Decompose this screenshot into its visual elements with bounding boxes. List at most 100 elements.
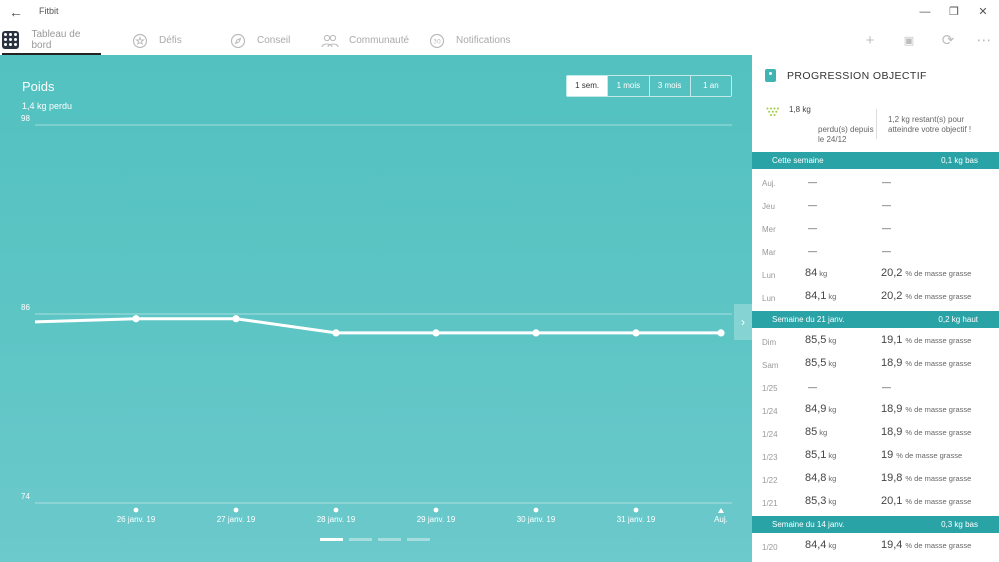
minimize-button[interactable]: — <box>919 6 931 18</box>
data-point <box>132 315 140 323</box>
log-day: 1/20 <box>762 543 778 552</box>
notifications-icon: 30 <box>428 32 446 50</box>
x-tick-marker <box>233 507 239 513</box>
close-button[interactable]: ✕ <box>978 6 988 18</box>
x-tick-label: 28 janv. 19 <box>317 515 356 524</box>
week-delta: 0,3 kg bas <box>941 520 978 529</box>
log-row[interactable]: 1/24 85 kg 18,9% de masse grasse <box>752 424 999 447</box>
range-3-months-button[interactable]: 3 mois <box>648 76 690 96</box>
log-body-fat: 18,9% de masse grasse <box>881 357 972 369</box>
down-trend-icon <box>766 107 779 116</box>
log-weight-empty: — <box>808 177 817 187</box>
log-day: 1/22 <box>762 476 778 485</box>
log-day: Lun <box>762 271 776 280</box>
maximize-button[interactable]: ❐ <box>949 6 959 18</box>
log-day: 1/21 <box>762 499 778 508</box>
log-row[interactable]: Mar — — <box>752 242 999 265</box>
log-body-fat: 18,9% de masse grasse <box>881 426 972 438</box>
log-row[interactable]: Auj. — — <box>752 173 999 196</box>
log-row[interactable]: Lun 84 kg 20,2% de masse grasse <box>752 265 999 288</box>
tab-dashboard[interactable]: Tableau de bord <box>2 26 101 55</box>
divider <box>876 109 877 139</box>
log-row[interactable]: 1/24 84,9 kg 18,9% de masse grasse <box>752 401 999 424</box>
tab-community[interactable]: Communauté <box>321 26 409 55</box>
people-icon <box>321 32 339 50</box>
sync-icon[interactable]: ⟳ <box>941 32 955 49</box>
log-weight: 84,9 kg <box>805 403 837 415</box>
page-dot[interactable] <box>378 538 401 541</box>
log-row[interactable]: Jeu — — <box>752 196 999 219</box>
x-tick-label: 29 janv. 19 <box>417 515 456 524</box>
star-badge-icon <box>131 32 149 50</box>
range-1-year-button[interactable]: 1 an <box>689 76 731 96</box>
log-day: Jeu <box>762 202 775 211</box>
goal-scale-icon <box>765 69 776 82</box>
x-tick-label: 31 janv. 19 <box>617 515 656 524</box>
log-body-fat: 19,8% de masse grasse <box>881 472 972 484</box>
log-body-fat-empty: — <box>882 223 891 233</box>
y-tick-label: 74 <box>21 492 30 501</box>
more-options-icon[interactable]: ⋯ <box>976 32 992 49</box>
goal-progress-panel: PROGRESSION OBJECTIF 1,8 kg perdu(s) dep… <box>752 55 999 562</box>
log-row[interactable]: Sam 85,5 kg 18,9% de masse grasse <box>752 355 999 378</box>
log-body-fat: 19% de masse grasse <box>881 449 963 461</box>
log-row[interactable]: Lun 84,1 kg 20,2% de masse grasse <box>752 288 999 311</box>
log-body-fat: 19,4% de masse grasse <box>881 539 972 551</box>
log-day: Auj. <box>762 179 776 188</box>
log-weight-empty: — <box>808 382 817 392</box>
log-body-fat: 20,2% de masse grasse <box>881 290 972 302</box>
tab-label: Défis <box>159 35 182 46</box>
log-weight: 85,3 kg <box>805 495 837 507</box>
week-delta: 0,1 kg bas <box>941 156 978 165</box>
log-body-fat: 18,9% de masse grasse <box>881 403 972 415</box>
log-row[interactable]: 1/23 85,1 kg 19% de masse grasse <box>752 447 999 470</box>
tab-label: Conseil <box>257 35 291 46</box>
range-1-week-button[interactable]: 1 sem. <box>567 76 608 96</box>
log-body-fat: 20,2% de masse grasse <box>881 267 972 279</box>
title-bar: ← Fitbit — ❐ ✕ <box>0 0 999 26</box>
chevron-right-icon[interactable]: › <box>734 304 752 340</box>
log-day: 1/25 <box>762 384 778 393</box>
log-day: Sam <box>762 361 779 370</box>
x-tick-marker <box>633 507 639 513</box>
range-selector: 1 sem. 1 mois 3 mois 1 an <box>566 75 732 97</box>
log-row[interactable]: 1/25 — — <box>752 378 999 401</box>
log-row[interactable]: Mer — — <box>752 219 999 242</box>
tab-guidance[interactable]: Conseil <box>229 26 290 55</box>
app-title: Fitbit <box>39 6 59 16</box>
tab-notifications[interactable]: 30 Notifications <box>428 26 510 55</box>
x-tick-marker <box>333 507 339 513</box>
data-point <box>332 329 340 337</box>
log-day: Mar <box>762 248 776 257</box>
page-dot[interactable] <box>349 538 372 541</box>
top-nav: Tableau de bord Défis Conseil Communauté… <box>0 26 999 55</box>
log-weight: 85,5 kg <box>805 334 837 346</box>
log-row[interactable]: 1/21 85,3 kg 20,1% de masse grasse <box>752 493 999 516</box>
chart-subtitle: 1,4 kg perdu <box>22 101 73 111</box>
log-body-fat-empty: — <box>882 177 891 187</box>
log-row[interactable]: 1/22 84,8 kg 19,8% de masse grasse <box>752 470 999 493</box>
range-1-month-button[interactable]: 1 mois <box>607 76 648 96</box>
log-body-fat: 19,1% de masse grasse <box>881 334 972 346</box>
remaining-text: 1,2 kg restant(s) pour atteindre votre o… <box>888 115 972 134</box>
dashboard-grid-icon <box>2 30 20 49</box>
add-icon[interactable]: + <box>865 32 875 49</box>
device-icon[interactable]: ▣ <box>903 35 915 47</box>
page-dot[interactable] <box>320 538 343 541</box>
log-day: 1/24 <box>762 430 778 439</box>
log-row[interactable]: Dim 85,5 kg 19,1% de masse grasse <box>752 332 999 355</box>
series-line <box>34 317 721 335</box>
log-weight-empty: — <box>808 223 817 233</box>
tab-challenges[interactable]: Défis <box>131 26 182 55</box>
tab-label: Tableau de bord <box>31 28 81 51</box>
back-arrow-icon[interactable]: ← <box>9 4 23 20</box>
compass-icon <box>229 32 247 50</box>
log-row[interactable]: 1/20 84,4 kg 19,4% de masse grasse <box>752 537 999 560</box>
x-tick-label: Auj. <box>714 515 728 524</box>
y-tick-label: 86 <box>21 303 30 312</box>
data-point <box>432 329 440 337</box>
weight-chart-panel: 74 86 98 26 janv. 19 27 janv. 19 28 janv. 19 2… <box>0 55 752 562</box>
log-day: 1/23 <box>762 453 778 462</box>
log-weight-empty: — <box>808 246 817 256</box>
page-dot[interactable] <box>407 538 430 541</box>
